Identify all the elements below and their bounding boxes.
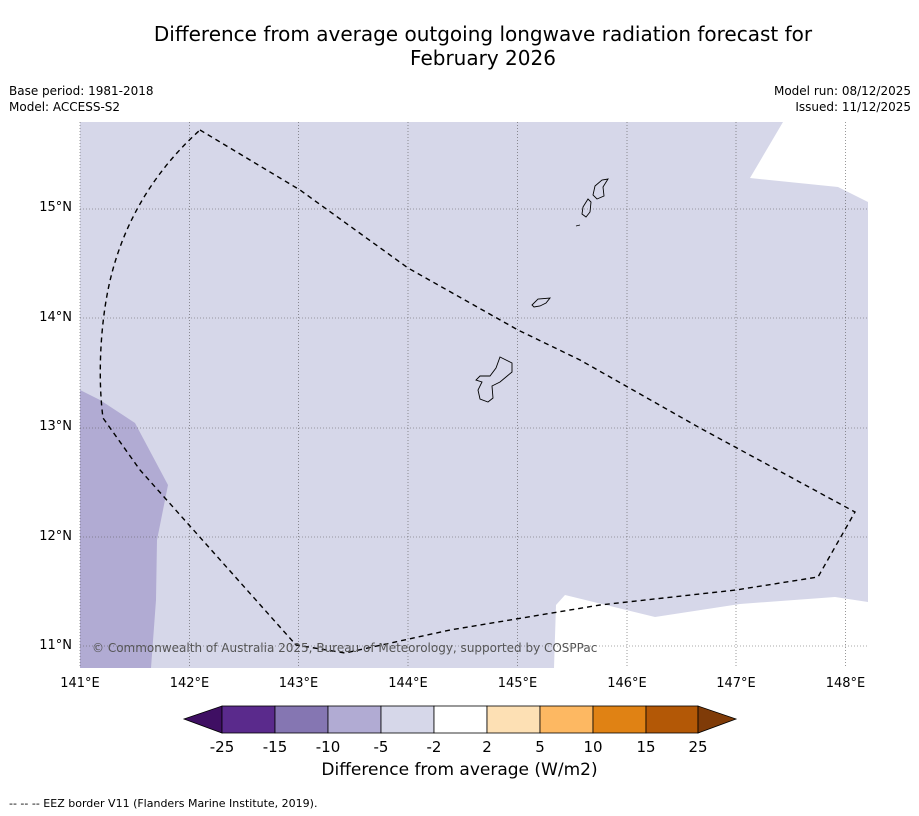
island-guam — [475, 356, 513, 403]
colorbar-tick-label: -15 — [262, 738, 288, 756]
meta-left: Base period: 1981-2018 Model: ACCESS-S2 — [9, 83, 154, 115]
anomaly-region-minus10 — [80, 390, 168, 668]
colorbar-tick-label: -10 — [315, 738, 341, 756]
colorbar-tick-label: -5 — [373, 738, 389, 756]
colorbar-bin — [327, 705, 382, 734]
lon-tick-label: 148°E — [825, 676, 866, 691]
lon-tick-label: 143°E — [278, 676, 319, 691]
colorbar-tick-label: 10 — [583, 738, 603, 756]
model-name: Model: ACCESS-S2 — [9, 100, 121, 114]
lon-tick-label: 144°E — [388, 676, 428, 691]
gridlines — [79, 122, 868, 668]
colorbar-tick-label: 2 — [482, 738, 492, 756]
lon-tick-label: 147°E — [716, 676, 756, 691]
lat-tick-label: 13°N — [39, 419, 72, 434]
island-rota — [531, 297, 552, 308]
model-run: Model run: 08/12/2025 — [773, 84, 911, 98]
islands — [475, 178, 609, 403]
colorbar-bin — [274, 705, 329, 734]
lat-tick-label: 11°N — [39, 638, 72, 653]
lat-tick-label: 14°N — [39, 310, 72, 325]
island-saipan — [592, 178, 609, 200]
colorbar-tick-label: 25 — [688, 738, 708, 756]
island-tinian — [581, 198, 592, 218]
meta-right: Model run: 08/12/2025 Issued: 11/12/2025 — [774, 83, 911, 115]
colorbar-label: Difference from average (W/m2) — [321, 760, 598, 780]
lon-tick-label: 142°E — [169, 676, 210, 691]
colorbar-bin — [380, 705, 435, 734]
eez-legend-note: -- -- -- EEZ border V11 (Flanders Marine… — [9, 797, 318, 810]
issued-date: Issued: 11/12/2025 — [795, 100, 911, 114]
base-period: Base period: 1981-2018 — [9, 84, 154, 98]
colorbar-bin — [486, 705, 541, 734]
copyright-notice: © Commonwealth of Australia 2025, Bureau… — [92, 641, 598, 655]
colorbar-extend-low — [182, 705, 223, 734]
colorbar-bin — [221, 705, 276, 734]
map-title: Difference from average outgoing longwav… — [0, 22, 919, 70]
colorbar-tick-label: 15 — [636, 738, 656, 756]
lat-tick-label: 12°N — [39, 529, 72, 544]
colorbar-tick-label: -2 — [426, 738, 442, 756]
island-aguijan — [575, 224, 581, 227]
lon-tick-label: 145°E — [497, 676, 538, 691]
colorbar-bin — [592, 705, 647, 734]
colorbar-extend-high — [697, 705, 738, 734]
colorbar-bin — [433, 705, 488, 734]
lon-tick-label: 141°E — [60, 676, 100, 691]
lon-tick-label: 146°E — [607, 676, 647, 691]
title-line-2: February 2026 — [410, 46, 556, 70]
colorbar — [182, 705, 738, 734]
colorbar-tick-label: -25 — [209, 738, 235, 756]
colorbar-bin — [645, 705, 699, 734]
eez-border — [99, 129, 856, 654]
title-line-1: Difference from average outgoing longwav… — [153, 22, 813, 46]
lat-tick-label: 15°N — [39, 200, 72, 215]
colorbar-tick-label: 5 — [535, 738, 545, 756]
colorbar-bin — [539, 705, 594, 734]
anomaly-region-minus5 — [80, 122, 868, 668]
